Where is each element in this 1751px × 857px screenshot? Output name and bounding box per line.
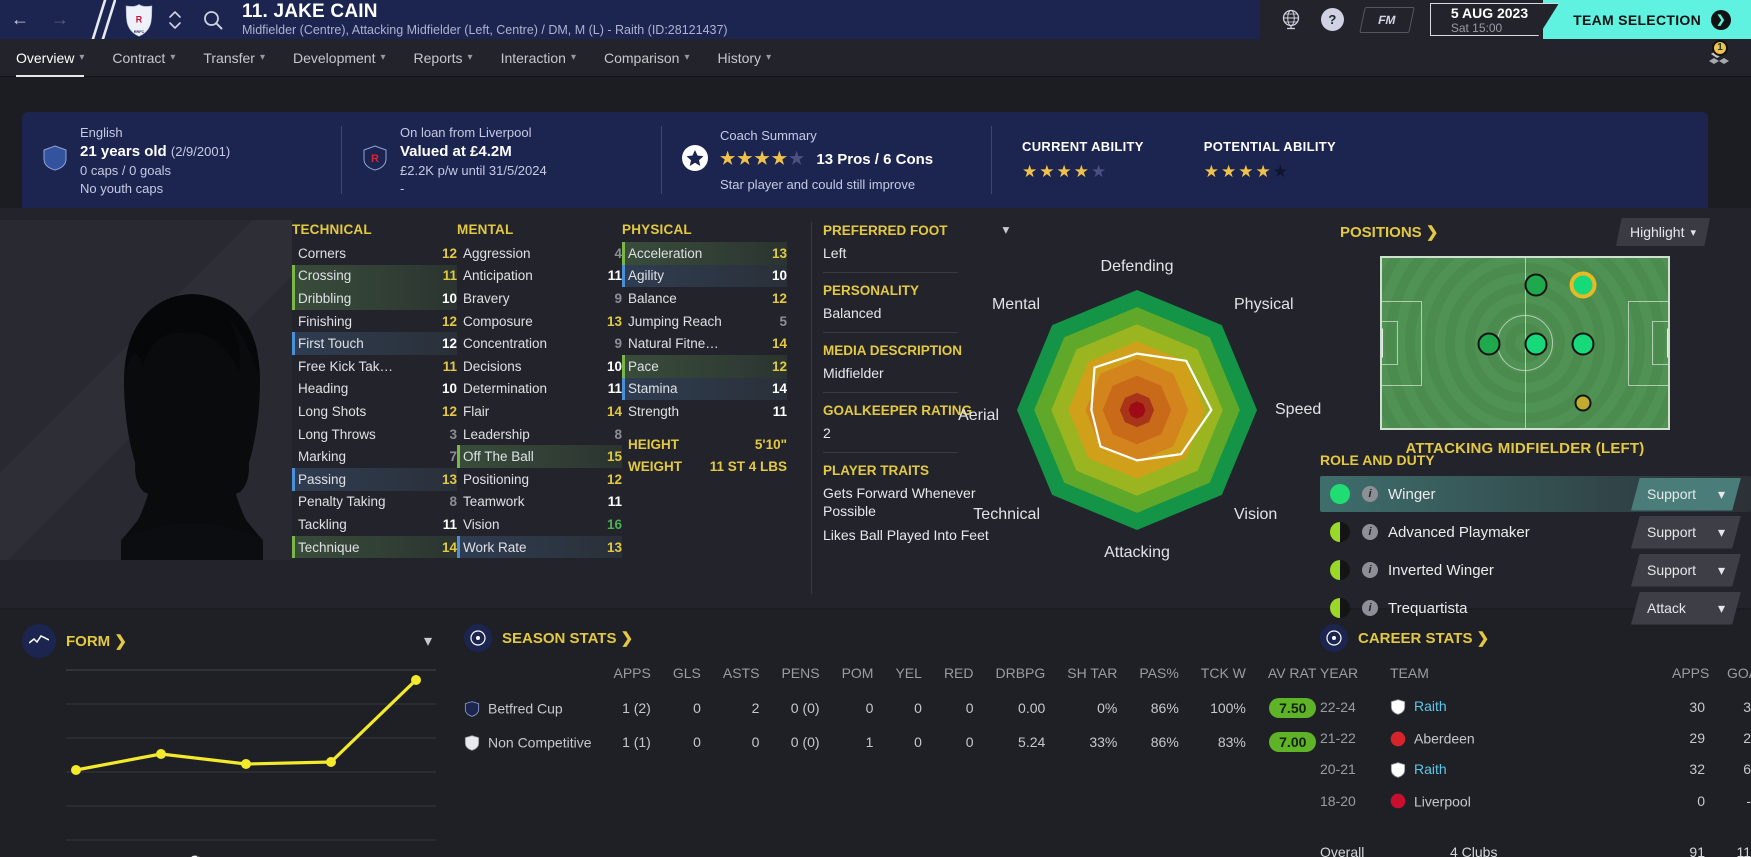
svg-text:R: R (136, 14, 143, 24)
svg-text:R: R (371, 153, 379, 165)
svg-text:RRFC: RRFC (134, 29, 145, 33)
